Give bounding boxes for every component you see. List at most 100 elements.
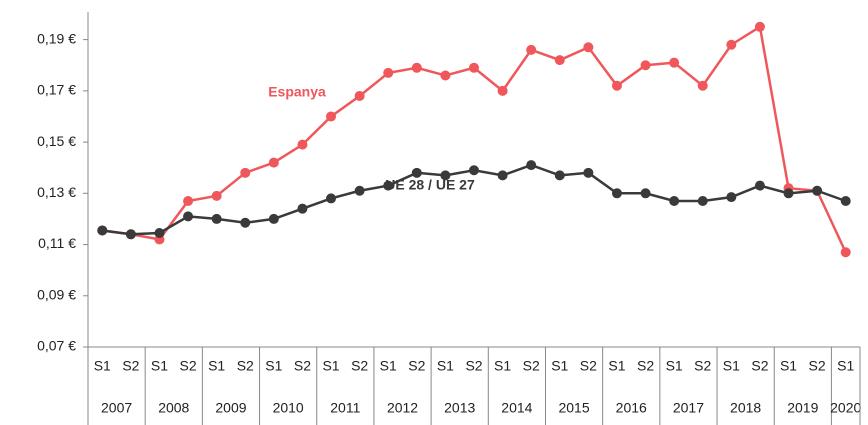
y-tick-label: 0,11 € bbox=[38, 235, 76, 251]
x-tick-label: S2 bbox=[523, 358, 540, 374]
x-tick-label: S1 bbox=[551, 358, 568, 374]
point bbox=[526, 160, 537, 171]
year-label: 2018 bbox=[730, 400, 761, 416]
point bbox=[183, 195, 194, 206]
x-tick-label: S2 bbox=[751, 358, 768, 374]
point bbox=[640, 60, 651, 71]
x-tick-label: S2 bbox=[180, 358, 197, 374]
point bbox=[526, 44, 537, 55]
point bbox=[726, 39, 737, 50]
year-label: 2011 bbox=[330, 400, 360, 416]
point bbox=[469, 165, 479, 176]
year-label: 2015 bbox=[558, 400, 589, 416]
point bbox=[240, 167, 251, 178]
x-tick-label: S2 bbox=[237, 358, 254, 374]
point bbox=[611, 188, 622, 199]
point bbox=[697, 80, 708, 91]
point bbox=[669, 57, 680, 68]
point bbox=[183, 211, 194, 222]
point bbox=[783, 188, 794, 199]
series-label: UE 28 / UE 27 bbox=[385, 177, 475, 193]
point bbox=[611, 80, 622, 91]
point bbox=[440, 70, 451, 81]
year-label: 2017 bbox=[673, 400, 704, 416]
point bbox=[383, 180, 394, 191]
x-tick-label: S2 bbox=[580, 358, 597, 374]
point bbox=[268, 213, 279, 224]
year-label: 2020 bbox=[830, 400, 861, 416]
x-tick-label: S1 bbox=[837, 358, 854, 374]
point bbox=[297, 203, 308, 214]
point bbox=[354, 185, 365, 196]
year-label: 2013 bbox=[444, 400, 475, 416]
point bbox=[497, 85, 508, 96]
year-label: 2016 bbox=[616, 400, 647, 416]
x-tick-label: S2 bbox=[122, 358, 139, 374]
year-label: 2007 bbox=[101, 400, 132, 416]
series-label: Espanya bbox=[268, 84, 326, 100]
y-tick-label: 0,07 € bbox=[37, 338, 76, 354]
point bbox=[697, 195, 708, 206]
y-tick-label: 0,09 € bbox=[37, 286, 76, 302]
point bbox=[497, 170, 508, 181]
x-tick-label: S1 bbox=[437, 358, 454, 374]
x-tick-label: S1 bbox=[780, 358, 797, 374]
point bbox=[268, 157, 279, 168]
x-tick-label: S1 bbox=[151, 358, 168, 374]
year-label: 2009 bbox=[215, 400, 246, 416]
point bbox=[469, 62, 479, 73]
y-tick-label: 0,15 € bbox=[37, 133, 76, 149]
point bbox=[211, 213, 222, 224]
y-tick-label: 0,19 € bbox=[37, 30, 76, 46]
point bbox=[840, 195, 851, 206]
year-label: 2019 bbox=[787, 400, 818, 416]
year-label: 2012 bbox=[387, 400, 418, 416]
x-tick-label: S1 bbox=[380, 358, 397, 374]
point bbox=[812, 185, 823, 196]
point bbox=[754, 180, 765, 191]
year-label: 2008 bbox=[158, 400, 189, 416]
x-tick-label: S1 bbox=[608, 358, 625, 374]
year-label: 2010 bbox=[273, 400, 304, 416]
point bbox=[326, 111, 337, 122]
point bbox=[583, 42, 594, 53]
point bbox=[297, 139, 308, 150]
point bbox=[240, 217, 251, 228]
x-tick-label: S1 bbox=[208, 358, 225, 374]
year-label: 2014 bbox=[501, 400, 532, 416]
point bbox=[726, 192, 737, 203]
point bbox=[125, 229, 136, 240]
point bbox=[583, 167, 594, 178]
x-tick-label: S2 bbox=[694, 358, 711, 374]
point bbox=[211, 190, 222, 201]
point bbox=[354, 90, 365, 101]
x-tick-label: S1 bbox=[723, 358, 740, 374]
x-tick-label: S1 bbox=[322, 358, 339, 374]
point bbox=[554, 170, 565, 181]
point bbox=[440, 170, 451, 181]
point bbox=[411, 62, 422, 73]
x-tick-label: S1 bbox=[265, 358, 282, 374]
y-tick-label: 0,17 € bbox=[37, 82, 76, 98]
y-tick-label: 0,13 € bbox=[37, 184, 76, 200]
point bbox=[326, 193, 337, 204]
x-tick-label: S1 bbox=[494, 358, 511, 374]
x-tick-label: S2 bbox=[637, 358, 654, 374]
point bbox=[840, 247, 851, 258]
point bbox=[640, 188, 651, 199]
point bbox=[383, 67, 394, 78]
point bbox=[669, 195, 680, 206]
x-tick-label: S2 bbox=[408, 358, 425, 374]
point bbox=[554, 55, 565, 66]
point bbox=[97, 225, 108, 236]
x-tick-label: S1 bbox=[666, 358, 683, 374]
x-tick-label: S1 bbox=[94, 358, 111, 374]
point bbox=[411, 167, 422, 178]
x-tick-label: S2 bbox=[351, 358, 368, 374]
x-tick-label: S2 bbox=[465, 358, 482, 374]
x-tick-label: S2 bbox=[809, 358, 826, 374]
point bbox=[154, 228, 165, 239]
point bbox=[754, 21, 765, 32]
x-tick-label: S2 bbox=[294, 358, 311, 374]
